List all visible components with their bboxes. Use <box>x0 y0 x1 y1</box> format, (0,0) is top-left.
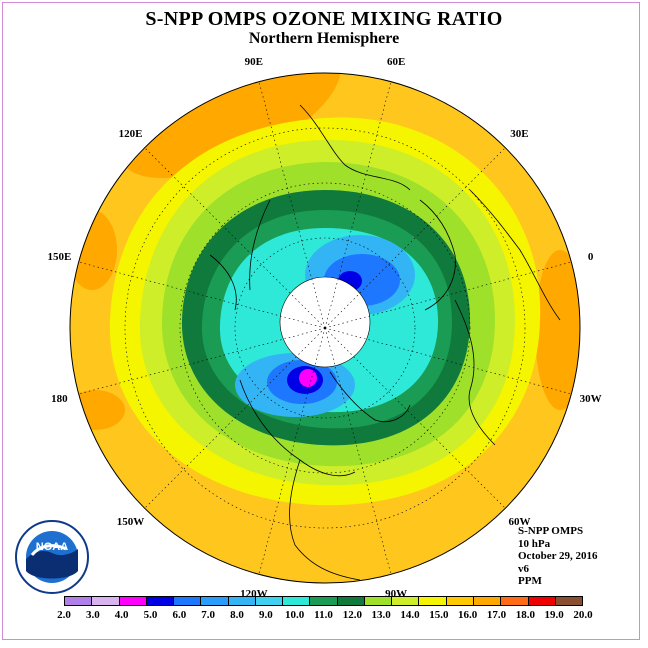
colorbar-tick-label: 10.0 <box>285 609 305 621</box>
colorbar-segment <box>283 597 311 605</box>
meridian-0 <box>324 261 572 329</box>
colorbar-tick-label: 12.0 <box>342 609 362 621</box>
colorbar-segment <box>146 597 175 605</box>
coast-central-america <box>289 459 361 581</box>
colorbar-tick-label: 7.0 <box>201 609 216 621</box>
colorbar-segment <box>337 597 365 605</box>
meridian-120w <box>258 327 326 575</box>
colorbar-tick-label: 14.0 <box>400 609 420 621</box>
colorbar-tick-label: 2.0 <box>57 609 71 621</box>
colorbar-segment <box>446 597 474 605</box>
meridian-lines <box>78 81 572 575</box>
colorbar-tick-label: 19.0 <box>544 609 564 621</box>
coast-alaska <box>209 254 237 311</box>
colorbar-segment <box>528 597 556 605</box>
info-version: v6 <box>518 562 529 575</box>
colorbar-segment <box>419 597 447 605</box>
coast-europe <box>469 189 561 321</box>
field-17-patch-e <box>535 250 580 410</box>
meridian-90w <box>324 327 392 575</box>
map-boundary <box>69 72 581 584</box>
logo-wave <box>26 549 78 579</box>
colorbar-tick-label: 18.0 <box>515 609 535 621</box>
lon-label-90e: 90E <box>244 56 263 69</box>
colorbar-segment <box>174 597 202 605</box>
colorbar-tick-label: 20.0 <box>573 609 593 621</box>
colorbar-tick-label: 4.0 <box>114 609 129 621</box>
info-date: October 29, 2016 <box>518 550 598 562</box>
page-title: S-NPP OMPS OZONE MIXING RATIO <box>145 8 503 30</box>
page-subtitle: Northern Hemisphere <box>248 30 400 47</box>
ozone-field <box>70 73 580 583</box>
coast-greenland <box>329 371 411 422</box>
colorbar-tick-label: 6.0 <box>172 609 187 621</box>
colorbar-segment <box>364 597 393 605</box>
colorbar-tick-label: 13.0 <box>371 609 391 621</box>
field-4-5-core <box>299 369 317 387</box>
colorbar-labels: 2.0 3.0 4.0 5.0 6.0 7.0 8.0 9.0 10.0 11.0 12.0 13.0… <box>57 609 593 623</box>
coast-scandinavia <box>419 199 456 311</box>
latitude-lines <box>124 127 526 529</box>
coast-asia-north <box>299 104 411 191</box>
colorbar-tick-label: 5.0 <box>143 609 158 621</box>
colorbar-tick-label: 8.0 <box>230 609 244 621</box>
lon-label-180: 180 <box>51 393 68 406</box>
colorbar-segment <box>92 597 120 605</box>
lon-label-120e: 120E <box>118 127 143 140</box>
colorbar-segment <box>310 597 338 605</box>
colorbar-tick-label: 11.0 <box>314 609 333 621</box>
coast-north-america <box>239 379 356 477</box>
meridian-30w <box>324 327 572 395</box>
colorbar-segment <box>473 597 502 605</box>
colorbar-segment <box>228 597 256 605</box>
lon-label-150w: 150W <box>116 516 145 529</box>
field-17-patch-sw <box>70 390 125 430</box>
meridian-150e <box>78 261 326 329</box>
colorbar-tick-label: 3.0 <box>85 609 100 621</box>
colorbar-tick-label: 9.0 <box>258 609 273 621</box>
colorbar-segment <box>501 597 529 605</box>
meridian-150w <box>144 327 326 509</box>
logo-bird <box>30 544 67 557</box>
lon-label-150e: 150E <box>47 250 72 263</box>
lon-label-60w: 60W <box>508 516 531 529</box>
meridian-90e <box>258 81 326 329</box>
logo-text: NOAA <box>36 541 68 553</box>
colorbar-tick-label: 17.0 <box>486 609 507 621</box>
info-block: S-NPP OMPS 10 hPa October 29, 2016 v6 PP… <box>518 525 598 588</box>
noaa-logo: NOAA <box>15 520 89 594</box>
info-units: PPM <box>518 575 542 587</box>
meridian-60e <box>324 81 392 329</box>
coast-siberia <box>249 199 271 291</box>
colorbar-segment <box>255 597 284 605</box>
meridian-30e <box>324 147 506 329</box>
meridian-120e <box>144 147 326 329</box>
polar-night <box>279 276 371 368</box>
colorbar-segment <box>65 597 93 605</box>
colorbar-segment <box>119 597 147 605</box>
lon-label-60e: 60E <box>387 56 406 69</box>
colorbar-tick-label: 15.0 <box>429 609 449 621</box>
info-level: 10 hPa <box>518 537 551 550</box>
coastlines <box>209 104 561 581</box>
meridian-180 <box>78 327 326 395</box>
lon-label-30w: 30W <box>579 393 602 406</box>
lon-label-0: 0 <box>587 250 594 263</box>
meridian-60w <box>324 327 506 509</box>
info-instrument: S-NPP OMPS <box>518 525 584 537</box>
colorbar-segment <box>392 597 420 605</box>
colorbar-segment <box>555 597 583 605</box>
colorbar-segment <box>201 597 229 605</box>
coast-europe-west <box>454 299 496 446</box>
colorbar <box>64 596 583 606</box>
lon-label-30e: 30E <box>510 127 529 140</box>
colorbar-tick-label: 16.0 <box>458 609 478 621</box>
